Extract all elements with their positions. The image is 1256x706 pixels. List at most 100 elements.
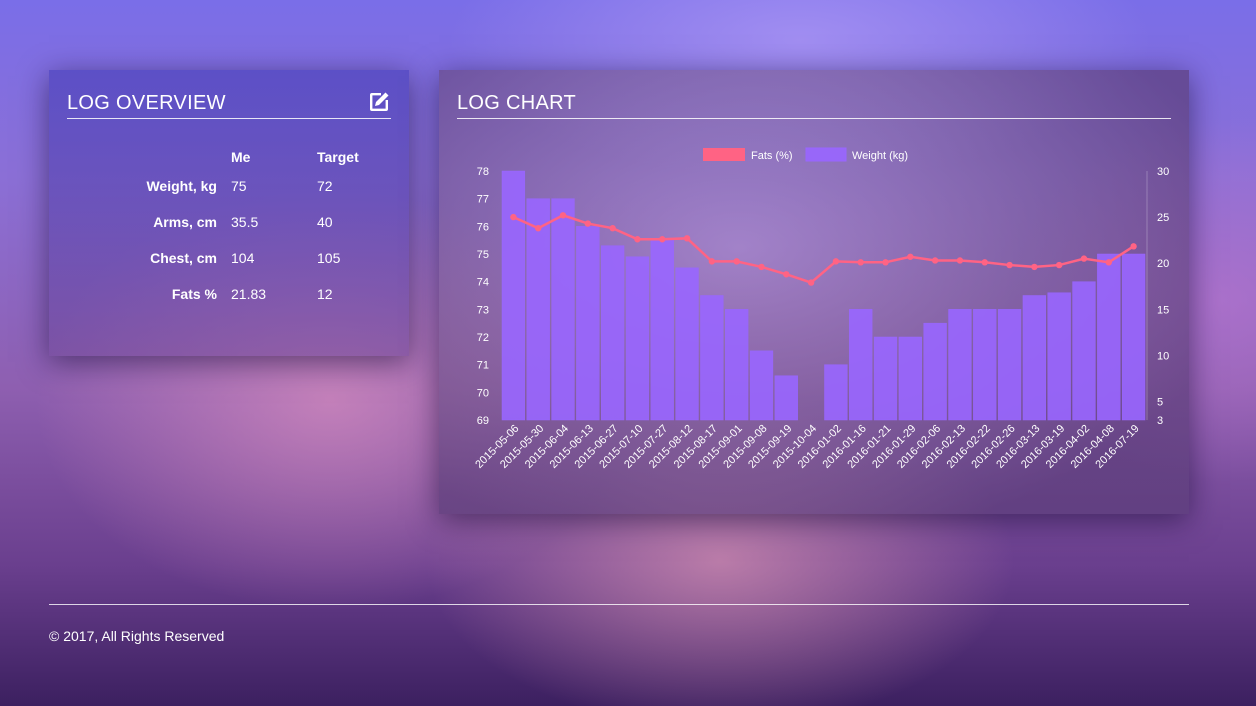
fats-point bbox=[832, 258, 840, 265]
fats-point bbox=[634, 236, 641, 243]
weight-bar bbox=[576, 226, 600, 421]
weight-bar bbox=[997, 309, 1022, 421]
y-right-tick-label: 15 bbox=[1157, 304, 1169, 316]
overview-table: Me Target Weight, kg 75 72 Arms, cm 35.5… bbox=[67, 146, 387, 312]
fats-point bbox=[783, 271, 790, 278]
table-row: Chest, cm 104 105 bbox=[67, 240, 387, 276]
table-row: Fats % 21.83 12 bbox=[67, 276, 387, 312]
fats-point bbox=[535, 224, 542, 232]
weight-bar bbox=[675, 267, 699, 421]
y-right-tick-label: 20 bbox=[1157, 258, 1169, 270]
log-chart-title: LOG CHART bbox=[457, 92, 577, 114]
y-left-tick-label: 77 bbox=[477, 194, 489, 206]
y-left-tick-label: 74 bbox=[477, 277, 489, 289]
weight-bar bbox=[824, 364, 848, 421]
weight-bar bbox=[749, 350, 774, 421]
column-header-me: Me bbox=[231, 149, 251, 165]
fats-point bbox=[510, 213, 517, 221]
target-value: 40 bbox=[317, 214, 333, 230]
y-left-tick-label: 73 bbox=[477, 304, 489, 316]
row-label: Arms, cm bbox=[153, 214, 217, 230]
y-left-tick-label: 75 bbox=[477, 249, 489, 261]
row-label: Fats % bbox=[171, 286, 217, 302]
weight-bar bbox=[700, 295, 724, 421]
weight-bar bbox=[973, 309, 997, 421]
weight-bar bbox=[873, 336, 898, 421]
copyright-text: © 2017, All Rights Reserved bbox=[49, 628, 225, 644]
y-right-tick-label: 5 bbox=[1157, 397, 1163, 409]
weight-bar bbox=[774, 375, 798, 421]
weight-bar bbox=[1022, 295, 1047, 421]
legend-weight-swatch bbox=[805, 147, 847, 162]
overview-header-row: Me Target bbox=[67, 146, 387, 168]
me-value: 75 bbox=[231, 178, 247, 194]
fats-point bbox=[956, 257, 964, 264]
weight-bar bbox=[650, 239, 674, 421]
fats-line bbox=[512, 213, 1135, 284]
y-right-tick-label: 3 bbox=[1157, 415, 1163, 427]
me-value: 104 bbox=[231, 250, 255, 266]
y-left-tick-label: 72 bbox=[477, 332, 489, 344]
weight-bar bbox=[1097, 253, 1121, 421]
fats-point bbox=[733, 258, 740, 265]
overview-corner bbox=[67, 146, 231, 168]
table-row: Arms, cm 35.5 40 bbox=[67, 204, 387, 240]
fats-point bbox=[708, 258, 716, 265]
fats-point bbox=[981, 259, 988, 266]
target-value: 12 bbox=[317, 286, 333, 302]
weight-bar bbox=[1047, 292, 1071, 421]
legend-weight-label: Weight (kg) bbox=[852, 150, 908, 162]
fats-point bbox=[907, 253, 914, 260]
legend-fats-label: Fats (%) bbox=[751, 150, 793, 162]
fats-point bbox=[584, 220, 592, 227]
weight-bar bbox=[526, 198, 550, 421]
weight-bar bbox=[551, 198, 575, 421]
weight-bar bbox=[625, 256, 650, 421]
target-value: 72 bbox=[317, 178, 333, 194]
fats-point bbox=[659, 236, 666, 243]
fats-point bbox=[683, 235, 691, 242]
me-value: 35.5 bbox=[231, 214, 259, 230]
y-left-tick-label: 76 bbox=[477, 221, 489, 233]
fats-point bbox=[1105, 259, 1112, 266]
fats-point bbox=[1031, 263, 1038, 271]
me-value: 21.83 bbox=[231, 286, 267, 302]
fats-point bbox=[882, 259, 889, 266]
y-left-tick-label: 69 bbox=[477, 415, 489, 427]
overview-divider bbox=[67, 118, 391, 119]
target-value: 105 bbox=[317, 250, 341, 266]
fats-point bbox=[609, 224, 616, 232]
log-chart[interactable]: 787776757473727170693025201510532015-05-… bbox=[439, 70, 1189, 514]
weight-bar bbox=[923, 322, 947, 421]
y-left-tick-label: 78 bbox=[477, 166, 489, 178]
footer-divider bbox=[49, 604, 1189, 605]
fats-point bbox=[559, 212, 567, 219]
chart-divider bbox=[457, 118, 1171, 119]
log-overview-title: LOG OVERVIEW bbox=[67, 92, 226, 114]
fats-point bbox=[1080, 255, 1088, 262]
y-right-tick-label: 25 bbox=[1157, 212, 1169, 224]
weight-bar bbox=[600, 245, 625, 421]
fats-point bbox=[807, 279, 815, 286]
fats-point bbox=[1130, 243, 1137, 250]
fats-point bbox=[857, 259, 864, 266]
y-right-tick-label: 30 bbox=[1157, 166, 1169, 178]
column-header-target: Target bbox=[317, 149, 359, 165]
fats-point bbox=[1055, 261, 1063, 269]
weight-bar bbox=[725, 309, 749, 421]
edit-icon[interactable] bbox=[367, 90, 391, 114]
fats-point bbox=[931, 257, 939, 264]
y-right-tick-label: 10 bbox=[1157, 350, 1169, 362]
row-label: Weight, kg bbox=[146, 178, 217, 194]
weight-bar bbox=[1072, 281, 1096, 421]
weight-bar bbox=[948, 309, 972, 421]
y-left-tick-label: 70 bbox=[477, 387, 489, 399]
legend-fats-swatch bbox=[703, 148, 745, 161]
table-row: Weight, kg 75 72 bbox=[67, 168, 387, 204]
log-chart-panel: LOG CHART 78 77 76 75 74 73 72 71 70 69 30 25 20 15 10… bbox=[439, 70, 1189, 514]
fats-point bbox=[758, 263, 765, 271]
weight-bar bbox=[849, 309, 873, 421]
row-label: Chest, cm bbox=[150, 250, 217, 266]
weight-bar bbox=[501, 170, 526, 421]
weight-bar bbox=[898, 336, 922, 421]
